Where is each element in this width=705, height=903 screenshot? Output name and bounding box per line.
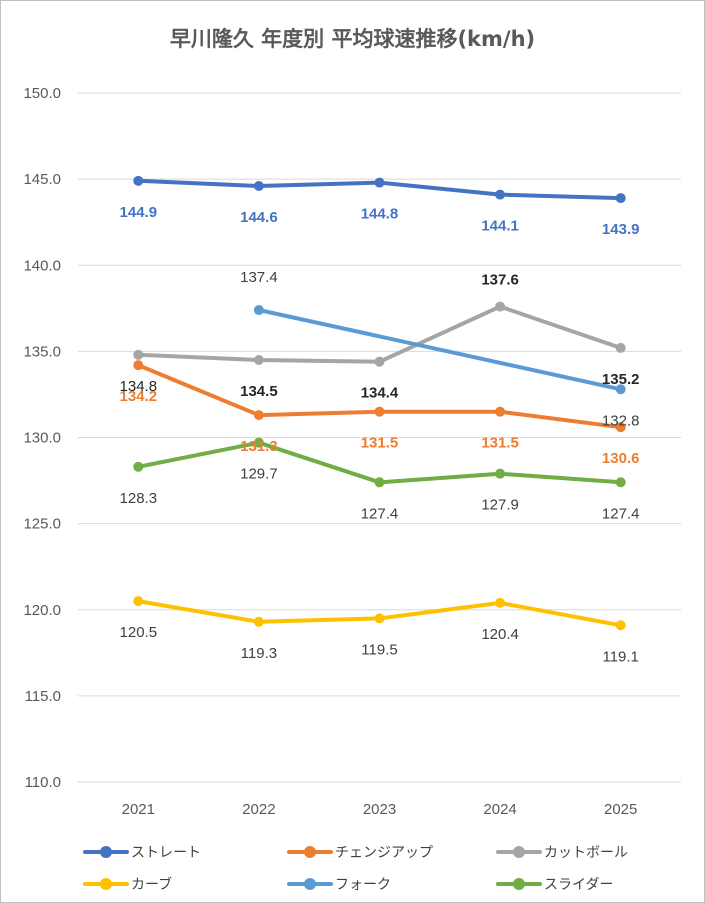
x-tick-label: 2025: [604, 801, 637, 818]
data-point: [495, 468, 506, 479]
legend: ストレート チェンジアップ カットボール カーブ フォーク スライダー: [1, 837, 704, 897]
data-point: [374, 356, 385, 367]
legend-label: カーブ: [131, 877, 173, 893]
data-label: 137.6: [481, 272, 519, 289]
legend-swatch: [287, 877, 333, 891]
legend-item-cutball: カットボール: [496, 839, 628, 865]
data-point: [253, 354, 264, 365]
y-tick-label: 130.0: [23, 430, 61, 447]
y-tick-label: 140.0: [23, 257, 61, 274]
data-point: [374, 406, 385, 417]
data-label: 128.3: [120, 490, 158, 507]
data-label: 119.5: [361, 641, 397, 658]
data-label: 119.3: [241, 645, 277, 662]
data-label: 131.5: [481, 435, 519, 452]
data-point: [374, 177, 385, 188]
data-point: [253, 616, 264, 627]
data-label: 119.1: [602, 648, 638, 665]
legend-swatch: [83, 845, 129, 859]
data-label: 131.3: [240, 438, 278, 455]
legend-item-curve: カーブ: [83, 871, 172, 897]
data-point: [615, 477, 626, 488]
legend-item-slider: スライダー: [496, 871, 613, 897]
series-line: [256, 308, 623, 392]
series-markers: [133, 175, 626, 631]
series-lines: [136, 178, 623, 628]
y-tick-label: 135.0: [23, 343, 61, 360]
data-label: 120.4: [481, 626, 519, 643]
data-point: [615, 342, 626, 353]
data-label: 137.4: [240, 269, 278, 286]
series-line: [136, 304, 623, 364]
data-label: 144.6: [240, 209, 278, 226]
chart-title: 早川隆久 年度別 平均球速推移(km/h): [169, 27, 536, 51]
data-point: [615, 422, 626, 433]
legend-label: チェンジアップ: [335, 845, 433, 861]
data-label: 134.4: [361, 385, 399, 402]
data-label: 131.5: [361, 435, 399, 452]
data-point: [133, 175, 144, 186]
legend-label: スライダー: [544, 877, 614, 893]
data-point: [253, 181, 264, 192]
legend-label: カットボール: [544, 845, 628, 861]
data-point: [495, 301, 506, 312]
data-labels: 144.9 144.6 144.8 144.1 143.9 134.2 131.3 131.5…: [120, 204, 640, 665]
data-point: [253, 410, 264, 421]
data-label: 120.5: [120, 624, 158, 641]
y-tick-label: 120.0: [23, 602, 61, 619]
data-point: [615, 384, 626, 395]
data-point: [133, 360, 144, 371]
data-label: 134.2: [120, 388, 158, 405]
data-label: 143.9: [602, 221, 640, 238]
data-label: 144.9: [120, 204, 158, 221]
data-label: 127.4: [361, 505, 399, 522]
x-tick-label: 2021: [122, 801, 155, 818]
data-point: [253, 437, 264, 448]
data-point: [374, 613, 385, 624]
data-point: [133, 596, 144, 607]
y-tick-label: 115.0: [25, 688, 61, 705]
data-label: 135.2: [602, 371, 640, 388]
data-point: [615, 620, 626, 631]
legend-swatch: [83, 877, 129, 891]
legend-item-fork: フォーク: [287, 871, 391, 897]
data-point: [495, 189, 506, 200]
data-label: 134.8: [120, 378, 158, 395]
y-tick-label: 125.0: [23, 516, 61, 533]
legend-swatch: [496, 877, 542, 891]
data-point: [495, 406, 506, 417]
legend-item-changeup: チェンジアップ: [287, 839, 433, 865]
y-tick-label: 110.0: [25, 774, 61, 791]
legend-label: フォーク: [335, 877, 391, 893]
data-point: [253, 305, 264, 316]
x-tick-label: 2024: [483, 801, 516, 818]
y-axis-ticks: 110.0 115.0 120.0 125.0 130.0 135.0 140.0 145.0…: [23, 85, 61, 791]
data-label: 129.7: [240, 466, 278, 483]
y-tick-label: 150.0: [23, 85, 61, 102]
x-tick-label: 2022: [242, 801, 275, 818]
data-label: 132.8: [602, 412, 640, 429]
data-point: [133, 461, 144, 472]
x-tick-label: 2023: [363, 801, 396, 818]
data-label: 127.9: [481, 497, 519, 514]
data-point: [374, 477, 385, 488]
legend-swatch: [496, 845, 542, 859]
data-point: [495, 597, 506, 608]
data-label: 144.1: [481, 218, 519, 235]
data-point: [615, 193, 626, 204]
legend-item-straight: ストレート: [83, 839, 201, 865]
data-label: 134.5: [240, 383, 278, 400]
legend-swatch: [287, 845, 333, 859]
data-label: 144.8: [361, 206, 399, 223]
y-tick-label: 145.0: [23, 171, 61, 188]
data-point: [133, 349, 144, 360]
legend-label: ストレート: [131, 845, 201, 861]
x-axis-ticks: 2021 2022 2023 2024 2025: [122, 801, 638, 818]
data-label: 130.6: [602, 450, 640, 467]
data-label: 127.4: [602, 505, 640, 522]
